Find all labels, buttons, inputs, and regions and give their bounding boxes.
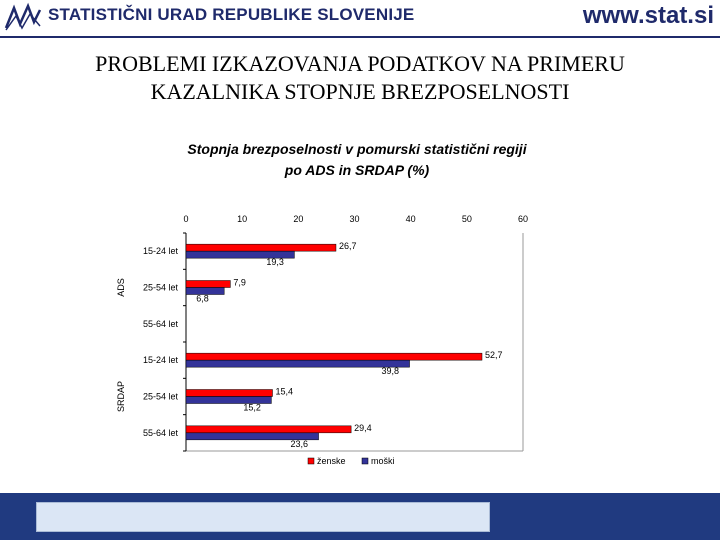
bar-moski: [185, 359, 410, 368]
group-label: ADS: [116, 278, 126, 297]
data-label-moski: 15,2: [243, 403, 261, 413]
header: STATISTIČNI URAD REPUBLIKE SLOVENIJE www…: [0, 0, 720, 34]
chart-title-line-1: Stopnja brezposelnosti v pomurski statis…: [187, 141, 527, 157]
header-divider: [0, 36, 720, 38]
footer-bar: [0, 493, 720, 540]
bar-zenske: [185, 280, 231, 288]
slide-title-line-1: PROBLEMI IZKAZOVANJA PODATKOV NA PRIMERU: [95, 51, 625, 76]
website-link[interactable]: www.stat.si: [582, 2, 714, 29]
x-tick-label: 60: [518, 214, 528, 224]
data-label-moski: 6,8: [196, 294, 209, 304]
data-label-zenske: 26,7: [339, 241, 357, 251]
data-label-moski: 19,3: [266, 257, 284, 267]
legend-label-zenske: ženske: [317, 456, 346, 466]
bar-zenske: [185, 389, 273, 397]
chart-svg: Stopnja brezposelnosti v pomurski statis…: [116, 141, 528, 466]
bar-moski: [185, 396, 272, 404]
x-tick-label: 50: [462, 214, 472, 224]
data-label-zenske: 15,4: [275, 387, 293, 397]
x-tick-label: 40: [406, 214, 416, 224]
data-label-moski: 23,6: [291, 439, 309, 449]
data-label-zenske: 52,7: [485, 350, 503, 360]
sors-logo-icon: [4, 2, 42, 31]
legend-label-moski: moški: [371, 456, 395, 466]
category-label: 25-54 let: [143, 283, 179, 293]
x-tick-label: 20: [293, 214, 303, 224]
group-label: SRDAP: [116, 381, 126, 412]
bar-zenske: [185, 425, 352, 434]
chart-title-line-2: po ADS in SRDAP (%): [284, 162, 430, 178]
bar-moski: [185, 432, 319, 441]
x-tick-label: 0: [183, 214, 188, 224]
x-tick-label: 30: [349, 214, 359, 224]
organization-name: STATISTIČNI URAD REPUBLIKE SLOVENIJE: [48, 5, 415, 24]
unemployment-chart: Stopnja brezposelnosti v pomurski statis…: [100, 130, 580, 475]
footer-panel: [36, 502, 490, 532]
category-label: 55-64 let: [143, 319, 179, 329]
data-label-moski: 39,8: [382, 366, 400, 376]
bar-zenske: [185, 352, 483, 361]
legend-swatch-zenske: [307, 457, 315, 465]
category-label: 15-24 let: [143, 246, 179, 256]
bar-zenske: [185, 243, 337, 252]
slide-title-line-2: KAZALNIKA STOPNJE BREZPOSELNOSTI: [150, 79, 570, 104]
bar-moski: [185, 250, 295, 259]
category-label: 55-64 let: [143, 428, 179, 438]
slide-title: PROBLEMI IZKAZOVANJA PODATKOV NA PRIMERU…: [0, 50, 720, 106]
bar-moski: [185, 287, 225, 295]
x-tick-label: 10: [237, 214, 247, 224]
data-label-zenske: 7,9: [233, 278, 246, 288]
category-label: 15-24 let: [143, 355, 179, 365]
data-label-zenske: 29,4: [354, 423, 372, 433]
legend-swatch-moski: [361, 457, 369, 465]
category-label: 25-54 let: [143, 392, 179, 402]
